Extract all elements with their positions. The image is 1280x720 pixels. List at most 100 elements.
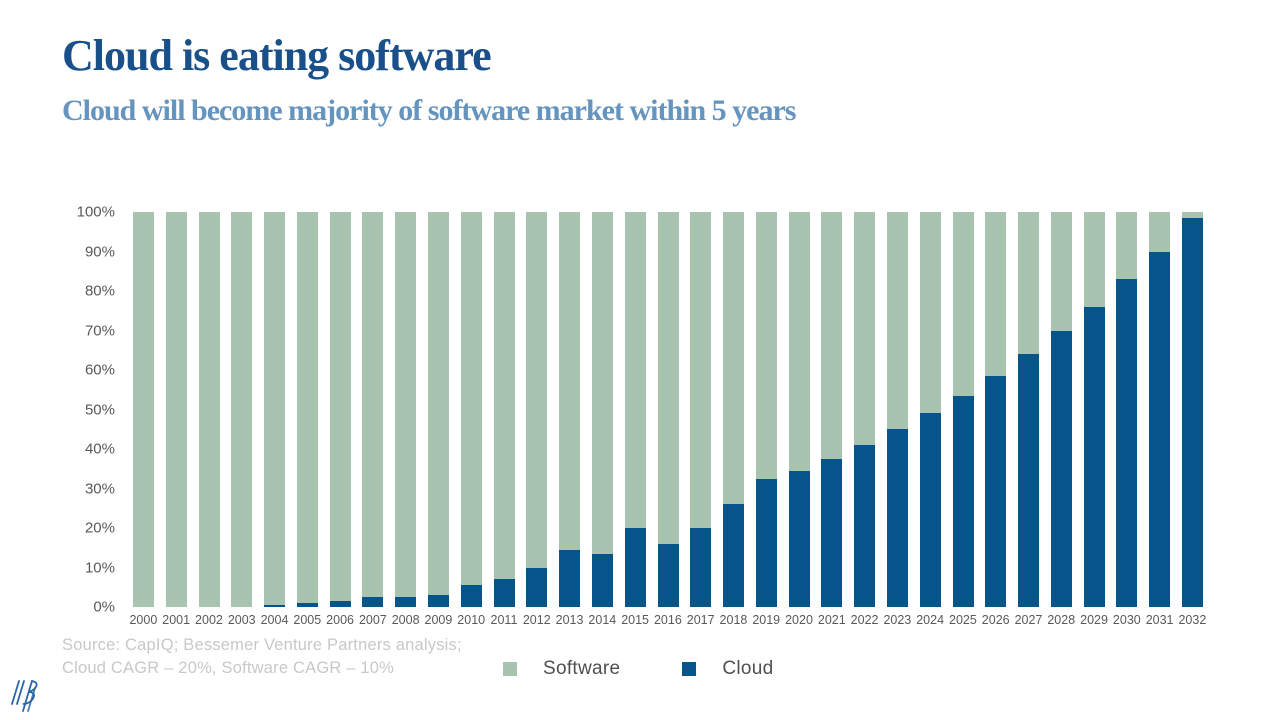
bar-2028 <box>1050 212 1072 607</box>
cloud-segment <box>395 597 417 607</box>
bar-2007 <box>362 212 384 607</box>
software-segment <box>952 212 974 396</box>
cloud-segment <box>821 458 843 607</box>
software-segment <box>329 212 351 602</box>
cloud-segment <box>1018 354 1040 607</box>
x-axis-label: 2029 <box>1080 613 1108 627</box>
x-axis-label: 2018 <box>719 613 748 627</box>
y-axis: 0% 10% 20% 30% 40% 50% 60% 70% 80% 90% 100% <box>0 204 115 616</box>
y-axis-tick: 90% <box>84 243 115 260</box>
bar-2029 <box>1083 212 1105 607</box>
x-axis-label: 2012 <box>522 613 551 627</box>
x-axis-label: 2000 <box>129 613 158 627</box>
source-line-2: Cloud CAGR – 20%, Software CAGR – 10% <box>62 659 395 677</box>
bar-2021 <box>821 212 843 607</box>
software-segment <box>657 212 679 544</box>
cloud-segment <box>428 595 450 607</box>
x-axis-label: 2001 <box>162 613 191 627</box>
source-line-1: Source: CapIQ; Bessemer Venture Partners… <box>62 636 462 654</box>
x-axis-label: 2015 <box>621 613 650 627</box>
software-segment <box>296 212 318 604</box>
y-axis-tick: 50% <box>84 401 115 418</box>
x-axis-label: 2016 <box>653 613 682 627</box>
bar-2014 <box>591 212 613 607</box>
bar-2032 <box>1182 212 1203 607</box>
bessemer-logo-icon <box>8 674 42 720</box>
software-segment <box>624 212 646 528</box>
software-segment <box>985 212 1007 376</box>
bar-2027 <box>1018 212 1040 607</box>
cloud-segment <box>755 478 777 607</box>
software-segment <box>788 212 810 471</box>
cloud-segment <box>952 395 974 607</box>
software-segment <box>559 212 581 550</box>
bar-2024 <box>919 212 941 607</box>
x-axis-label: 2008 <box>391 613 420 627</box>
x-axis-label: 2019 <box>752 613 781 627</box>
bar-2010 <box>460 212 482 607</box>
legend-label-cloud: Cloud <box>722 658 774 679</box>
cloud-segment <box>723 504 745 607</box>
software-segment <box>264 212 286 606</box>
y-axis-tick: 30% <box>84 480 115 497</box>
x-axis-label: 2030 <box>1112 613 1141 627</box>
x-axis-label: 2006 <box>326 613 354 627</box>
software-segment <box>1182 212 1203 218</box>
bar-2000 <box>133 212 154 607</box>
software-segment <box>821 212 843 459</box>
bar-2013 <box>559 212 581 607</box>
bar-2002 <box>198 212 220 607</box>
cloud-segment <box>690 528 712 607</box>
cloud-swatch-icon <box>682 662 697 676</box>
bar-2004 <box>264 212 286 607</box>
bar-2030 <box>1116 212 1138 607</box>
chart-legend: Software Cloud <box>503 658 836 680</box>
x-axis-label: 2002 <box>195 613 223 627</box>
x-axis-label: 2026 <box>981 613 1010 627</box>
software-segment <box>493 212 515 580</box>
bar-2009 <box>428 212 450 607</box>
bar-2019 <box>755 212 777 607</box>
y-axis-tick: 10% <box>84 559 115 576</box>
legend-label-software: Software <box>543 658 621 679</box>
cloud-segment <box>985 375 1007 607</box>
cloud-segment <box>296 603 318 607</box>
y-axis-tick: 80% <box>84 282 115 300</box>
software-segment <box>395 212 417 598</box>
x-axis-label: 2020 <box>785 613 813 627</box>
x-axis-label: 2027 <box>1014 613 1043 627</box>
bar-2023 <box>886 212 908 607</box>
x-axis-label: 2025 <box>949 613 977 627</box>
bar-2011 <box>493 212 515 607</box>
bar-2016 <box>657 212 679 607</box>
x-axis-label: 2007 <box>358 613 387 627</box>
x-axis-label: 2005 <box>293 613 322 627</box>
source-note: Source: CapIQ; Bessemer Venture Partners… <box>62 634 462 680</box>
bar-2022 <box>854 212 876 607</box>
legend-item-software: Software <box>503 658 620 680</box>
software-segment <box>1149 212 1171 252</box>
bar-2020 <box>788 212 810 607</box>
software-segment <box>460 212 482 586</box>
cloud-segment <box>362 597 384 607</box>
x-axis-label: 2022 <box>850 613 879 627</box>
slide-subtitle: Cloud will become majority of software m… <box>62 94 796 127</box>
software-segment <box>198 212 220 607</box>
software-segment <box>690 212 712 528</box>
software-segment <box>1083 212 1105 307</box>
x-axis-label: 2017 <box>686 613 715 627</box>
software-segment <box>165 212 187 607</box>
cloud-segment <box>624 528 646 607</box>
software-segment <box>1018 212 1040 355</box>
software-segment <box>1116 212 1138 280</box>
bar-2012 <box>526 212 548 607</box>
cloud-segment <box>1149 251 1171 607</box>
bar-2003 <box>231 212 253 607</box>
cloud-segment <box>919 413 941 607</box>
bar-2001 <box>165 212 187 607</box>
bar-2026 <box>985 212 1007 607</box>
cloud-segment <box>460 585 482 607</box>
cloud-segment <box>1116 279 1138 607</box>
y-axis-tick: 60% <box>84 361 115 379</box>
